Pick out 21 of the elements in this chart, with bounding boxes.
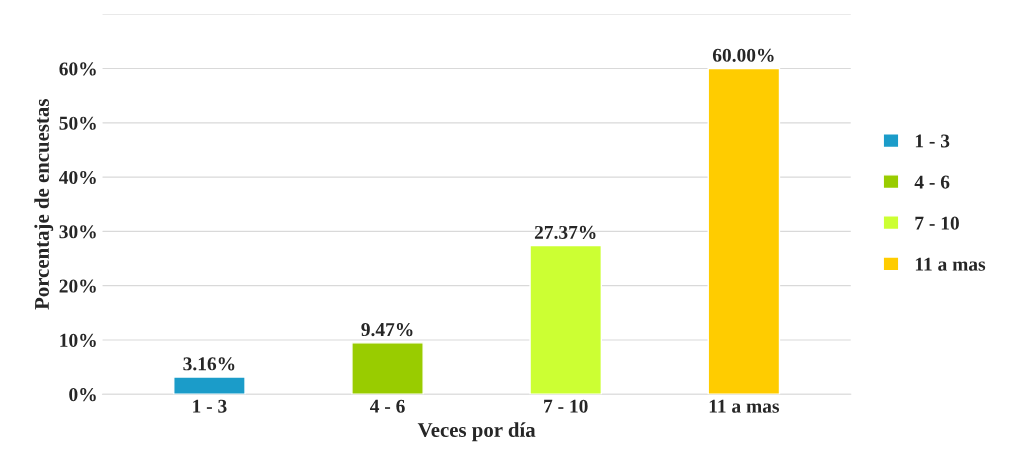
y-tick-label: 10% (60, 333, 96, 347)
legend-label: 4 - 6 (914, 175, 950, 189)
data-label: 3.16% (183, 357, 235, 371)
y-tick-label: 0% (69, 388, 96, 402)
x-tick-label: 4 - 6 (369, 399, 405, 413)
legend-label: 1 - 3 (915, 134, 950, 148)
y-tick-label: 30% (59, 225, 96, 239)
legend-label: 7 - 10 (915, 216, 959, 230)
y-tick-label: 60% (59, 62, 96, 76)
y-axis-title: Porcentaje de encuestas (34, 99, 54, 310)
x-axis-title: Veces por día (417, 422, 536, 442)
y-tick-label: 20% (59, 279, 96, 293)
x-tick-label: 1 - 3 (193, 399, 227, 413)
y-tick-label: 50% (59, 116, 96, 130)
data-label: 60.00% (712, 48, 774, 62)
x-tick-label: 7 - 10 (544, 399, 588, 413)
legend-label: 11 a mas (915, 257, 986, 271)
data-label: 27.37% (534, 225, 596, 240)
x-tick-label: 11 a mas (709, 399, 780, 413)
y-tick-label: 40% (59, 170, 96, 185)
data-label: 9.47% (361, 322, 413, 337)
